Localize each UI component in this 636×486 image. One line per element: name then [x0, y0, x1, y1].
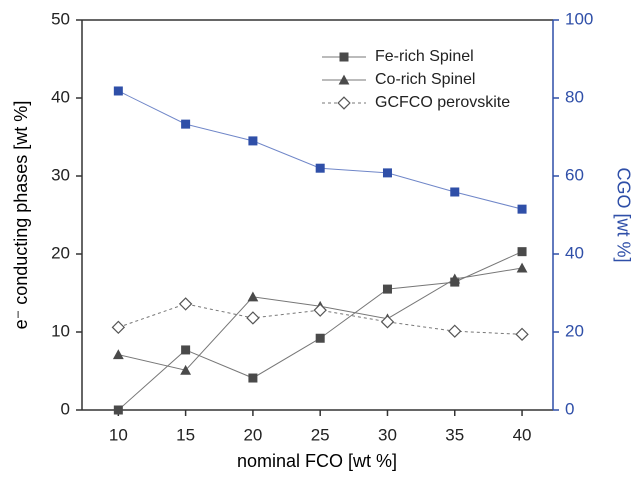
y2-tick-label: 60 — [565, 165, 584, 184]
series-line — [118, 267, 523, 371]
marker — [181, 345, 191, 355]
y-tick-label: 0 — [61, 399, 70, 418]
marker — [112, 349, 124, 360]
marker — [450, 187, 460, 197]
marker — [380, 315, 395, 329]
y2-tick-label: 20 — [565, 321, 584, 340]
y-tick-label: 30 — [51, 165, 70, 184]
marker — [180, 364, 192, 375]
marker — [382, 168, 392, 178]
y-tick-label: 50 — [51, 9, 70, 28]
marker — [248, 136, 258, 146]
legend-label: GCFCO perovskite — [375, 94, 510, 111]
x-tick-label: 20 — [243, 425, 262, 444]
x-tick-label: 35 — [445, 425, 464, 444]
x-tick-label: 25 — [311, 425, 330, 444]
legend-label: Co-rich Spinel — [375, 71, 475, 88]
marker — [516, 262, 528, 273]
marker — [246, 311, 260, 325]
marker — [247, 291, 259, 302]
marker — [517, 247, 527, 257]
marker — [111, 320, 126, 335]
marker — [339, 52, 349, 62]
marker — [113, 405, 123, 415]
y-tick-label: 40 — [51, 87, 70, 106]
x-tick-label: 40 — [513, 425, 532, 444]
x-axis-label: nominal FCO [wt %] — [237, 451, 397, 471]
marker — [248, 373, 258, 383]
marker — [313, 303, 327, 317]
marker — [337, 96, 351, 110]
marker — [449, 273, 461, 284]
x-tick-label: 10 — [109, 425, 128, 444]
marker — [517, 204, 527, 214]
y2-tick-label: 100 — [565, 9, 593, 28]
y2-tick-label: 40 — [565, 243, 584, 262]
y-tick-label: 10 — [51, 321, 70, 340]
marker — [178, 297, 193, 311]
marker — [315, 163, 325, 173]
x-tick-label: 15 — [176, 425, 195, 444]
marker — [181, 119, 191, 129]
y2-tick-label: 80 — [565, 87, 584, 106]
x-tick-label: 30 — [378, 425, 397, 444]
y2-axis-label: CGO [wt %] — [613, 167, 633, 262]
y-axis-label: e⁻ conducting phases [wt %] — [11, 101, 31, 330]
marker — [448, 324, 462, 338]
marker — [338, 74, 350, 85]
y2-tick-label: 0 — [565, 399, 574, 418]
marker — [315, 333, 325, 343]
legend-label: Fe-rich Spinel — [375, 48, 474, 65]
y-tick-label: 20 — [51, 243, 70, 262]
marker — [515, 327, 529, 342]
marker — [382, 284, 392, 294]
marker — [113, 86, 123, 96]
series-line — [118, 251, 523, 411]
